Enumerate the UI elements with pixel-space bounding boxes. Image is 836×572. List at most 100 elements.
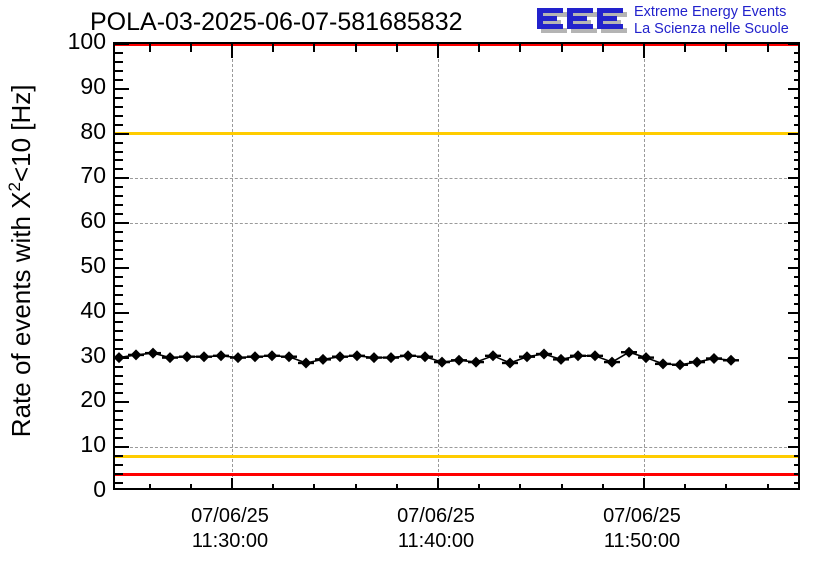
data-point[interactable] (691, 356, 703, 368)
data-point[interactable] (351, 350, 363, 362)
y-tick-minor-right (794, 168, 798, 170)
y-tick-minor (115, 482, 123, 484)
data-point[interactable] (419, 351, 431, 363)
y-tick-major-right (788, 401, 798, 403)
x-tick-minor (354, 484, 357, 488)
y-tick-minor-right (794, 303, 798, 305)
x-tick-minor (766, 484, 769, 488)
y-tick-minor (115, 240, 123, 242)
y-tick-minor (115, 455, 123, 457)
y-tick-minor (115, 392, 123, 394)
data-point[interactable] (130, 349, 142, 361)
data-point[interactable] (147, 347, 159, 359)
y-tick-minor (115, 285, 123, 287)
y-tick-major-right (788, 222, 798, 224)
x-tick-minor-top (395, 44, 398, 52)
data-point[interactable] (334, 351, 346, 363)
gridline-vertical (438, 44, 439, 488)
lower-red-limit (115, 472, 798, 476)
data-point[interactable] (249, 351, 261, 363)
gridline-vertical (232, 44, 233, 488)
data-point[interactable] (725, 354, 737, 366)
data-point[interactable] (402, 350, 414, 362)
y-tick-minor (115, 375, 123, 377)
y-tick-minor (115, 437, 123, 439)
y-tick-major (115, 177, 129, 179)
data-point[interactable] (453, 354, 465, 366)
data-series (115, 346, 739, 371)
data-point[interactable] (283, 351, 295, 363)
eee-logo-line1: Extreme Energy Events (634, 4, 787, 20)
y-tick-major-right (788, 357, 798, 359)
data-point[interactable] (436, 356, 448, 368)
y-tick-minor-right (794, 195, 798, 197)
y-tick-minor-right (794, 106, 798, 108)
data-point[interactable] (266, 350, 278, 362)
x-tick-label-date: 07/06/25 (191, 505, 269, 527)
data-point[interactable] (164, 352, 176, 364)
y-tick-minor-right (794, 70, 798, 72)
y-tick-minor (115, 330, 123, 332)
x-tick-label: 07/06/25 11:30:00 (145, 504, 315, 554)
gridline-horizontal (115, 447, 798, 449)
x-tick-minor-top (272, 44, 275, 52)
y-tick-major (115, 401, 129, 403)
y-tick-minor (115, 115, 123, 117)
data-point[interactable] (589, 350, 601, 362)
data-point[interactable] (606, 356, 618, 368)
gridline-vertical (644, 44, 645, 488)
y-tick-minor (115, 348, 123, 350)
upper-red-limit (115, 44, 798, 46)
data-point[interactable] (657, 358, 669, 370)
y-tick-minor (115, 97, 123, 99)
y-tick-minor-right (794, 213, 798, 215)
x-tick-minor-top (478, 44, 481, 52)
y-tick-minor (115, 124, 123, 126)
x-tick-major-top (643, 44, 645, 58)
data-point[interactable] (640, 352, 652, 364)
x-tick-label-date: 07/06/25 (603, 505, 681, 527)
x-tick-minor-top (725, 44, 728, 52)
data-point[interactable] (181, 351, 193, 363)
y-tick-minor (115, 303, 123, 305)
y-tick-minor (115, 61, 123, 63)
y-tick-minor-right (794, 392, 798, 394)
data-point[interactable] (555, 353, 567, 365)
y-tick-label: 30 (80, 341, 106, 368)
y-tick-minor (115, 410, 123, 412)
data-point[interactable] (708, 352, 720, 364)
y-tick-minor-right (794, 330, 798, 332)
y-tick-minor-right (794, 52, 798, 54)
y-tick-label: 40 (80, 296, 106, 323)
data-point[interactable] (674, 359, 686, 371)
data-point[interactable] (368, 352, 380, 364)
x-tick-minor (395, 484, 398, 488)
y-tick-minor (115, 294, 123, 296)
y-tick-major (115, 267, 129, 269)
data-point[interactable] (317, 353, 329, 365)
x-tick-minor-top (601, 44, 604, 52)
y-tick-minor (115, 106, 123, 108)
data-point[interactable] (385, 352, 397, 364)
y-tick-major (115, 44, 129, 45)
data-point[interactable] (623, 346, 635, 358)
eee-logo: Extreme Energy Events La Scienza nelle S… (536, 3, 836, 41)
data-point[interactable] (232, 352, 244, 364)
y-tick-minor-right (794, 410, 798, 412)
data-point[interactable] (538, 348, 550, 360)
y-tick-minor (115, 52, 123, 54)
y-tick-major (115, 357, 129, 359)
data-point[interactable] (198, 351, 210, 363)
data-point[interactable] (300, 357, 312, 369)
y-tick-major (115, 312, 129, 314)
y-tick-minor (115, 321, 123, 323)
data-point[interactable] (572, 350, 584, 362)
data-point[interactable] (504, 357, 516, 369)
data-point[interactable] (470, 356, 482, 368)
data-point[interactable] (487, 350, 499, 362)
data-point[interactable] (215, 350, 227, 362)
data-point[interactable] (521, 351, 533, 363)
y-tick-major-right (788, 133, 798, 135)
y-tick-major (115, 446, 129, 448)
